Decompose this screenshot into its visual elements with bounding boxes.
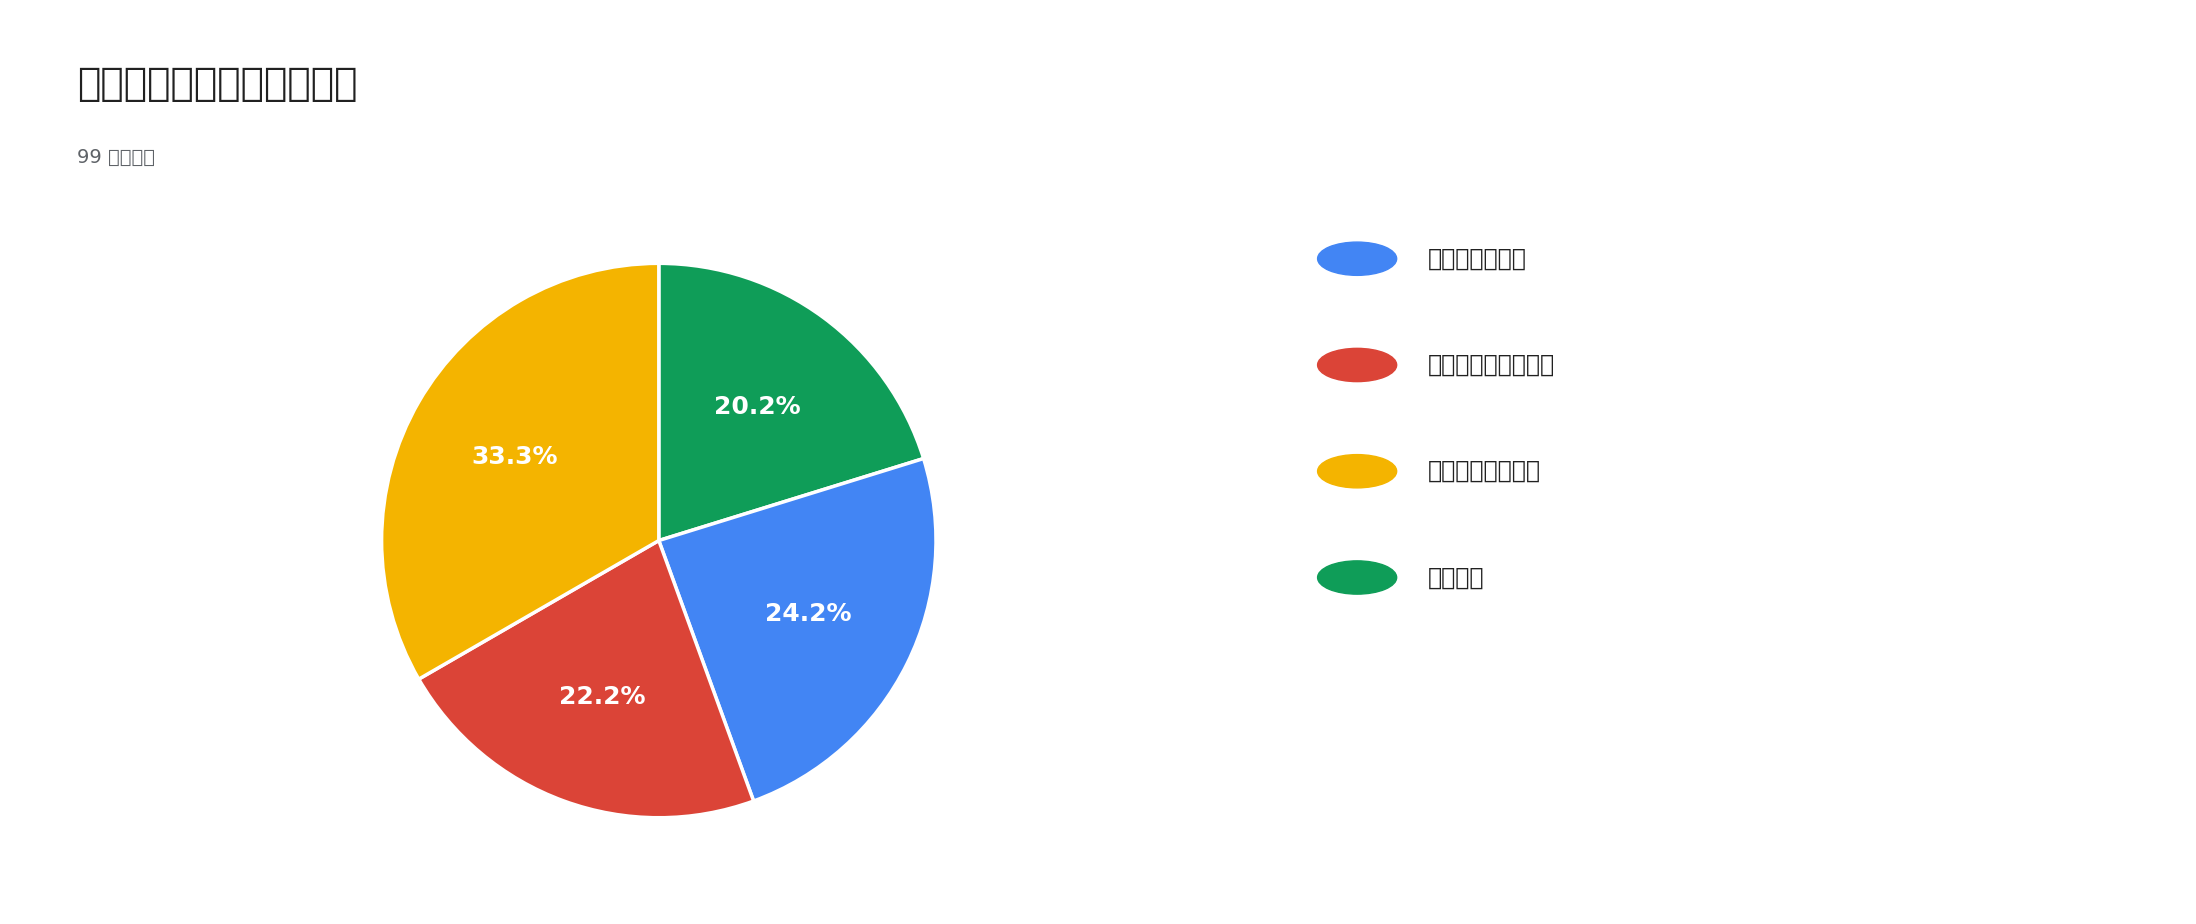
Text: エネルギー機械: エネルギー機械 — [1427, 247, 1526, 271]
Text: コースを選択してください: コースを選択してください — [77, 65, 358, 103]
Wedge shape — [382, 263, 659, 679]
Text: 24.2%: 24.2% — [764, 602, 852, 626]
Text: プロダクトデザイン: プロダクトデザイン — [1427, 353, 1555, 377]
Wedge shape — [659, 458, 935, 801]
Wedge shape — [419, 541, 753, 818]
Text: エレクトロニクス: エレクトロニクス — [1427, 459, 1539, 483]
Text: 33.3%: 33.3% — [472, 445, 558, 469]
Text: 知能情報: 知能情報 — [1427, 565, 1484, 590]
Text: 99 件の回答: 99 件の回答 — [77, 148, 156, 167]
Text: 22.2%: 22.2% — [558, 685, 646, 709]
Text: 20.2%: 20.2% — [714, 395, 802, 419]
Wedge shape — [659, 263, 925, 541]
